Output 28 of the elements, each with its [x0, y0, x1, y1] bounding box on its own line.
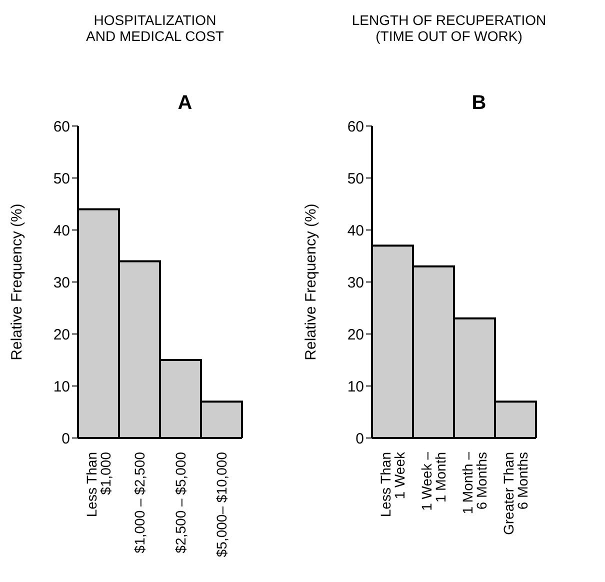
chart-subtitle: A [176, 92, 194, 116]
y-tick-label: 50 [347, 170, 364, 188]
chart-title: LENGTH OF RECUPERATION (TIME OUT OF WORK) [350, 11, 548, 46]
y-axis-title: Relative Frequency (%) [302, 204, 320, 360]
y-tick-label: 20 [347, 326, 364, 344]
y-tick-label: 30 [347, 274, 364, 292]
y-tick-label: 20 [53, 326, 70, 344]
x-tick-label: Less Than $1,000 [84, 452, 114, 518]
x-tick-label: $5,000– $10,000 [214, 452, 230, 558]
y-tick-label: 60 [53, 118, 70, 136]
x-tick-label: Less Than 1 Week [378, 451, 408, 518]
y-axis-title: Relative Frequency (%) [8, 204, 26, 360]
y-tick-label: 30 [53, 274, 70, 292]
y-tick-label: 0 [356, 430, 364, 448]
y-tick-label: 10 [347, 378, 364, 396]
x-tick-label: $2,500 – $5,000 [172, 452, 188, 554]
x-tick-label: 1 Week – 1 Month [418, 452, 448, 511]
x-tick-label: Greater Than 6 Months [500, 452, 530, 536]
y-tick-label: 40 [347, 222, 364, 240]
x-tick-label: $1,000 – $2,500 [132, 452, 148, 554]
y-tick-label: 40 [53, 222, 70, 240]
y-tick-label: 10 [53, 378, 70, 396]
x-tick-label: 1 Month – 6 Months [460, 452, 490, 514]
y-tick-label: 0 [62, 430, 70, 448]
y-tick-label: 50 [53, 170, 70, 188]
chart-subtitle: B [470, 92, 488, 116]
chart-title: HOSPITALIZATION AND MEDICAL COST [85, 11, 225, 46]
y-tick-label: 60 [347, 118, 364, 136]
